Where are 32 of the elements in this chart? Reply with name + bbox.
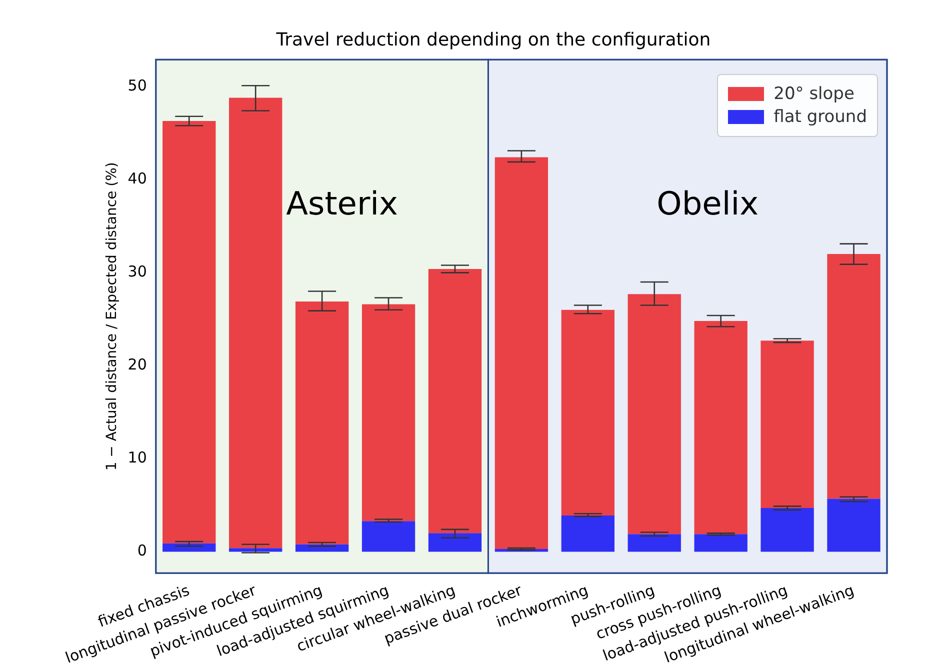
bar [229,548,282,552]
y-tick-label: 10 [128,448,147,467]
y-axis-title: 1 − Actual distance / Expected distance (%) [104,162,120,471]
bar [628,294,681,534]
bar [628,534,681,552]
bar [229,98,282,548]
y-tick-label: 30 [128,262,147,281]
bar [162,121,216,544]
bar [494,157,548,549]
y-tick-label: 40 [128,170,147,188]
bar [428,533,482,552]
bar [561,310,614,516]
y-tick-label: 50 [128,76,147,94]
bar [827,498,880,552]
bar [362,521,416,552]
bar [760,340,814,508]
bar [694,321,748,534]
bar [694,534,748,552]
band-label: Asterix [286,184,398,222]
bar [362,304,416,522]
chart-title: Travel reduction depending on the configuration [275,29,711,50]
y-tick-label: 0 [137,542,147,560]
bar [760,508,814,552]
y-tick-label: 20 [128,356,147,374]
band-label: Obelix [656,184,759,222]
bar [428,268,482,534]
bar [295,302,349,544]
bar [162,543,216,552]
legend-label: 20° slope [774,84,854,104]
bar [827,254,880,499]
legend-label: flat ground [774,107,867,127]
bar [561,516,614,552]
